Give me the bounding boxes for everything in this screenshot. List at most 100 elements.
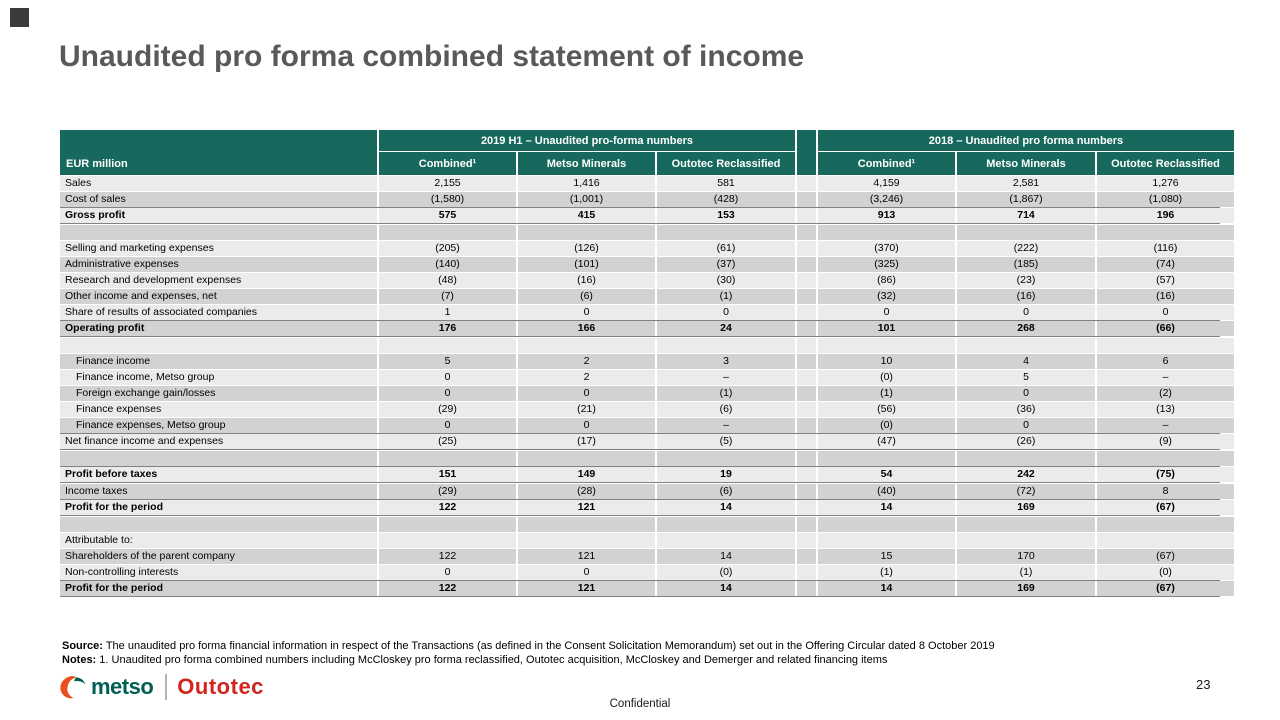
notes-label: Notes: [62, 653, 97, 666]
table-row: Non-controlling interests 0 0 (0) (1) (1) (0) [60, 565, 1234, 580]
row-label: Operating profit [60, 321, 377, 336]
row-label: Cost of sales [60, 192, 377, 207]
footer-logos: metso Outotec [58, 672, 264, 702]
cell-value: (17) [518, 434, 655, 449]
cell-value [379, 517, 516, 532]
cell-value [1097, 338, 1234, 353]
row-spacer [797, 467, 816, 482]
column-header-combined-2018: Combined¹ [818, 152, 955, 175]
cell-value: 0 [518, 386, 655, 401]
cell-value: (32) [818, 289, 955, 304]
row-spacer [797, 451, 816, 466]
row-label [60, 451, 377, 466]
cell-value: (75) [1097, 467, 1234, 482]
cell-value: 2 [518, 354, 655, 369]
cell-value: (126) [518, 241, 655, 256]
cell-value [1097, 451, 1234, 466]
cell-value: – [1097, 418, 1234, 433]
cell-value: 14 [657, 581, 795, 596]
row-label: Net finance income and expenses [60, 434, 377, 449]
table-row: Net finance income and expenses (25) (17)(… [60, 433, 1234, 450]
row-label: Profit for the period [60, 500, 377, 515]
cell-value: 415 [518, 208, 655, 223]
slide-corner-marker [10, 8, 29, 27]
cell-value: 3 [657, 354, 795, 369]
row-label: Profit before taxes [60, 467, 377, 482]
cell-value: (47) [818, 434, 955, 449]
cell-value [657, 451, 795, 466]
row-spacer [797, 418, 816, 433]
table-row: Research and development expenses (48) (16… [60, 273, 1234, 288]
cell-value: 54 [818, 467, 955, 482]
cell-value: (0) [1097, 565, 1234, 580]
table-header: EUR million 2019 H1 – Unaudited pro-form… [60, 130, 1234, 175]
group-header-2018: 2018 – Unaudited pro forma numbers [818, 130, 1234, 151]
cell-value: (16) [957, 289, 1095, 304]
row-spacer [797, 370, 816, 385]
cell-value: 14 [818, 581, 955, 596]
cell-value [379, 338, 516, 353]
header-spacer [797, 130, 816, 175]
cell-value: 0 [379, 418, 516, 433]
cell-value: (5) [657, 434, 795, 449]
cell-value: 2,155 [379, 176, 516, 191]
cell-value [518, 517, 655, 532]
cell-value [1097, 533, 1234, 548]
cell-value: 0 [818, 305, 955, 320]
row-spacer [797, 225, 816, 240]
row-label: Finance expenses [60, 402, 377, 417]
table-row: Gross profit 575 415 153 913 714 196 [60, 207, 1234, 224]
column-header-combined-2019: Combined¹ [379, 152, 516, 175]
cell-value: (13) [1097, 402, 1234, 417]
cell-value: 122 [379, 500, 516, 515]
metso-wordmark: metso [91, 674, 154, 699]
cell-value: (370) [818, 241, 955, 256]
cell-value: 24 [657, 321, 795, 336]
cell-value: (428) [657, 192, 795, 207]
cell-value: (101) [518, 257, 655, 272]
cell-value: (74) [1097, 257, 1234, 272]
cell-value: (1,001) [518, 192, 655, 207]
confidential-label: Confidential [609, 698, 671, 710]
row-spacer [797, 402, 816, 417]
table-row: Administrative expenses (140) (101) (37) (32… [60, 257, 1234, 272]
row-label: Shareholders of the parent company [60, 549, 377, 564]
row-label: Profit for the period [60, 581, 377, 596]
cell-value: 8 [1097, 484, 1234, 499]
row-spacer [797, 273, 816, 288]
row-label: Income taxes [60, 484, 377, 499]
cell-value: (0) [818, 370, 955, 385]
cell-value [1097, 517, 1234, 532]
cell-value: 121 [518, 581, 655, 596]
column-header-metso-minerals-2018: Metso Minerals [957, 152, 1095, 175]
table-row: Cost of sales (1,580) (1,001) (428) (3,246)(… [60, 192, 1234, 207]
row-spacer [797, 434, 816, 449]
notes-text: 1. Unaudited pro forma combined numbers … [96, 653, 888, 666]
cell-value: 166 [518, 321, 655, 336]
cell-value: (67) [1097, 549, 1234, 564]
cell-value: 1 [379, 305, 516, 320]
cell-value: 196 [1097, 208, 1234, 223]
table-row: Sales 2,155 1,416 581 4,159 2,581 1,276 [60, 176, 1234, 191]
table-row: Finance income 5 2 3 10 4 6 [60, 354, 1234, 369]
cell-value: (23) [957, 273, 1095, 288]
table-row: Profit for the period 122 121 14 14 169 (67) [60, 499, 1234, 516]
page-title: Unaudited pro forma combined statement o… [59, 40, 805, 73]
row-spacer [797, 565, 816, 580]
table-row [60, 451, 1234, 466]
cell-value: (1) [957, 565, 1095, 580]
income-statement-table: EUR million 2019 H1 – Unaudited pro-form… [60, 130, 1234, 597]
cell-value: 714 [957, 208, 1095, 223]
row-label: Research and development expenses [60, 273, 377, 288]
cell-value: (1,580) [379, 192, 516, 207]
column-header-outotec-reclassified-2018: Outotec Reclassified [1097, 152, 1234, 175]
cell-value: 1,416 [518, 176, 655, 191]
row-label: Sales [60, 176, 377, 191]
row-label [60, 225, 377, 240]
cell-value: 581 [657, 176, 795, 191]
cell-value [1097, 225, 1234, 240]
row-label: Share of results of associated companies [60, 305, 377, 320]
cell-value [957, 225, 1095, 240]
cell-value [957, 451, 1095, 466]
table-row: Income taxes (29) (28) (6) (40) (72) 8 [60, 484, 1234, 499]
